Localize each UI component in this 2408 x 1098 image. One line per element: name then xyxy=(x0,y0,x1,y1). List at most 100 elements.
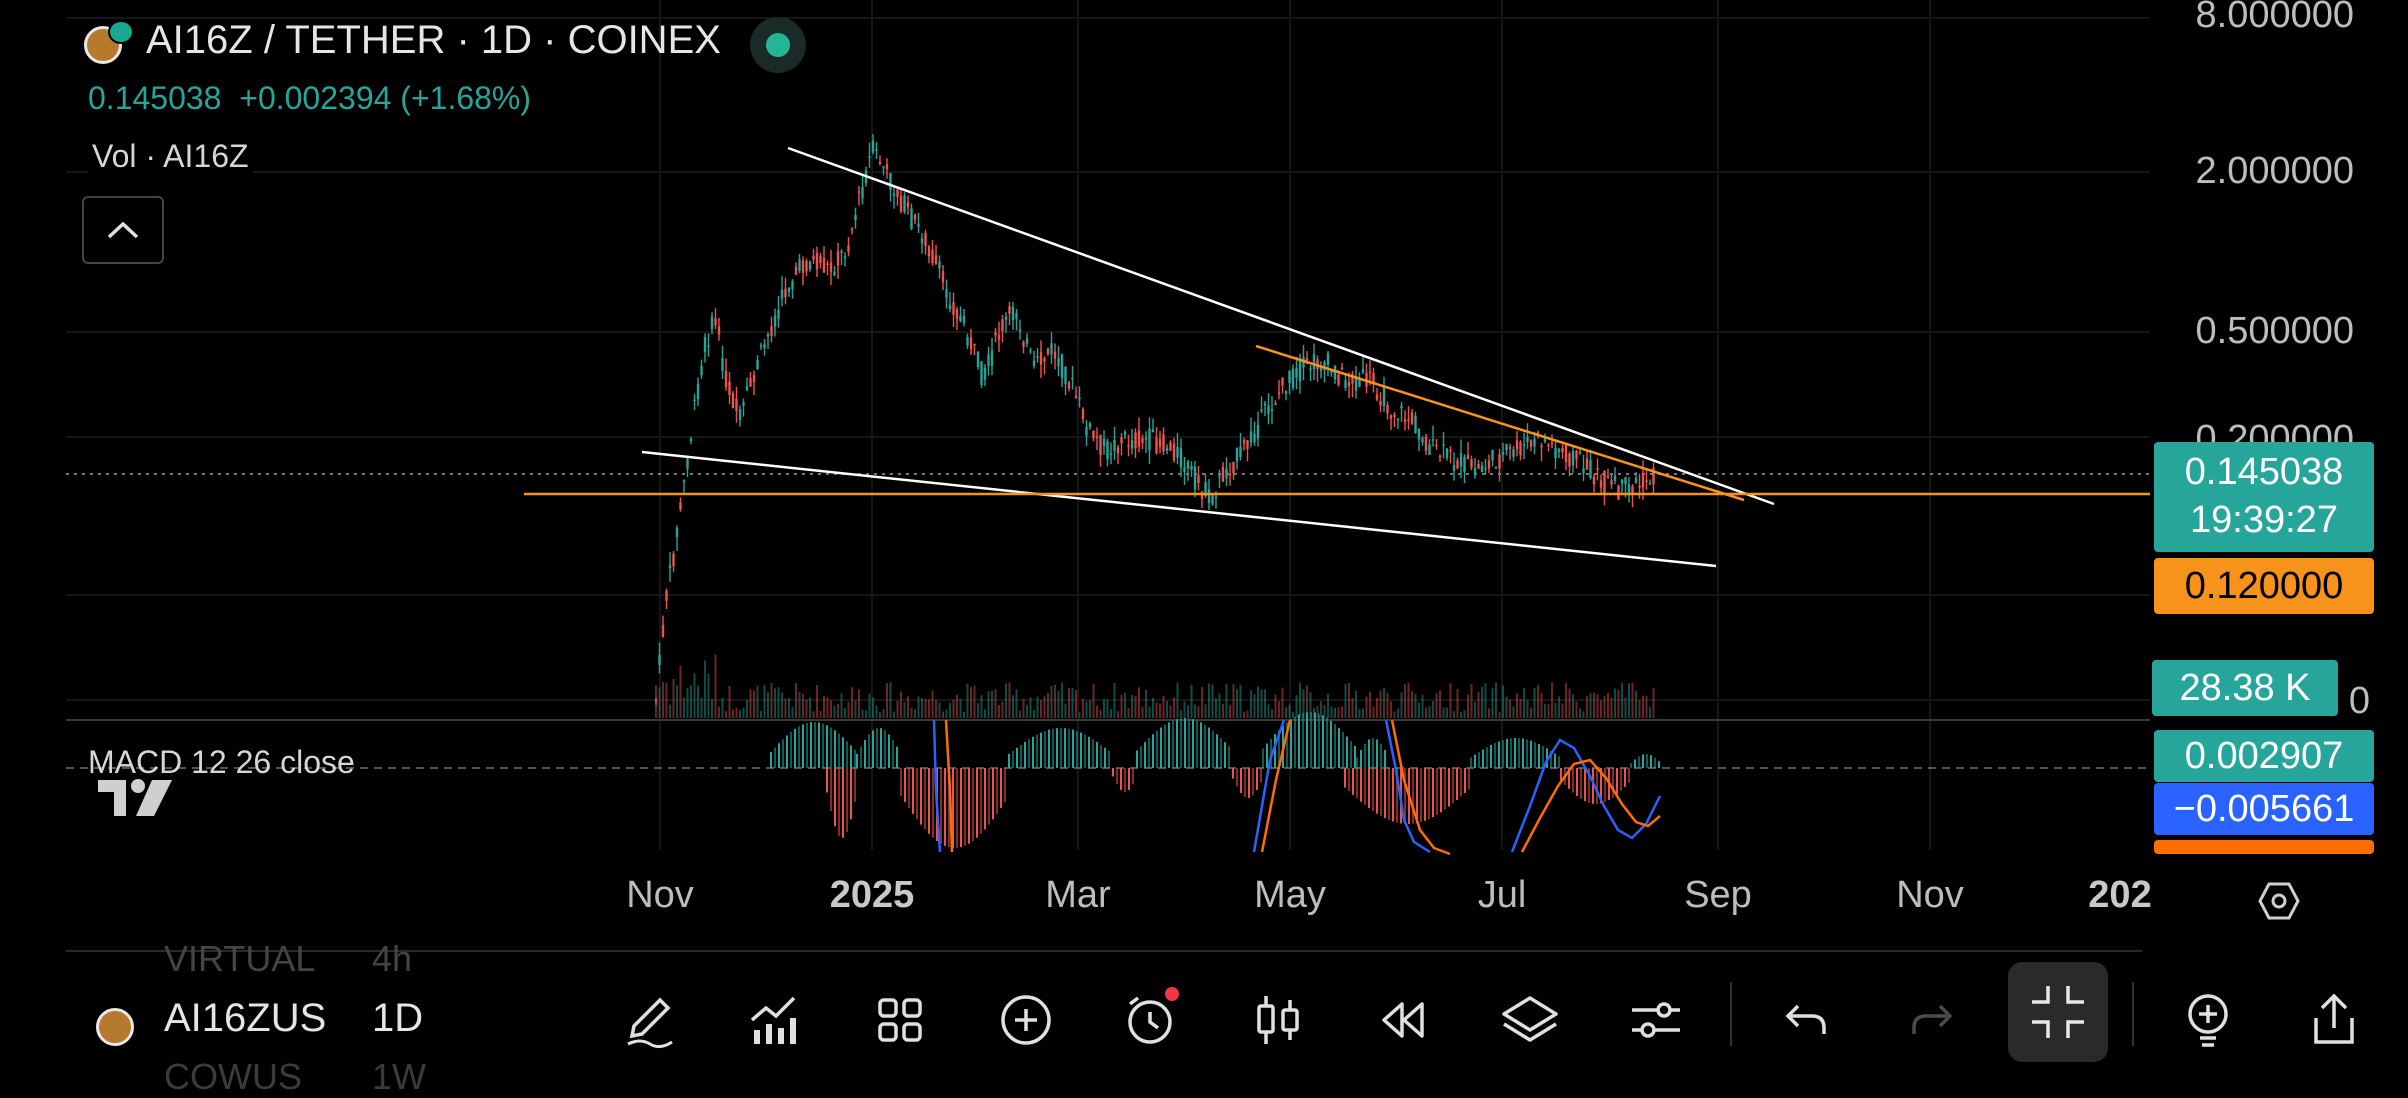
watchlist-symbol-ghost[interactable]: COWUS xyxy=(164,1056,302,1097)
candle-body xyxy=(1270,409,1274,411)
macd-histogram-bar xyxy=(1172,720,1174,768)
volume-bar xyxy=(1393,711,1396,718)
candle-body xyxy=(1438,455,1442,458)
candle-body xyxy=(1585,458,1589,470)
candle-body xyxy=(1606,475,1610,478)
candle-body xyxy=(1095,436,1099,439)
volume-bar xyxy=(1575,701,1578,718)
volume-bar xyxy=(1050,685,1053,718)
macd-histogram-bar xyxy=(1638,756,1640,768)
toolbar-separator xyxy=(1730,982,1732,1046)
candle-body xyxy=(1610,480,1613,485)
macd-histogram-bar xyxy=(1252,768,1254,796)
volume-bar xyxy=(1372,706,1375,718)
candle-body xyxy=(791,281,794,290)
volume-bar xyxy=(1036,696,1039,718)
macd-histogram-bar xyxy=(1604,768,1606,803)
volume-bar xyxy=(868,693,871,718)
macd-histogram-bar xyxy=(1490,744,1492,768)
macd-histogram-bar xyxy=(1542,746,1544,768)
candle-body xyxy=(843,256,847,259)
macd-histogram-bar xyxy=(1064,728,1066,768)
candle-body xyxy=(1326,353,1330,365)
macd-histogram-bar xyxy=(1650,755,1652,768)
volume-legend[interactable]: Vol · AI16Z xyxy=(88,136,253,177)
volume-bar xyxy=(956,694,958,718)
add-button[interactable] xyxy=(988,982,1064,1058)
volume-bar xyxy=(1596,694,1599,718)
volume-bar xyxy=(1271,709,1273,718)
volume-bar xyxy=(669,704,671,718)
volume-bar xyxy=(987,691,990,718)
undo-button[interactable] xyxy=(1768,982,1844,1058)
watchlist-symbol-ghost[interactable]: VIRTUAL xyxy=(164,938,316,979)
macd-histogram-bar xyxy=(1350,741,1352,768)
macd-histogram-bar xyxy=(850,745,852,768)
candle-body xyxy=(717,326,721,335)
volume-bar xyxy=(1218,693,1221,718)
candle-body xyxy=(805,260,808,272)
interval-selector[interactable]: 1D xyxy=(372,996,424,1040)
volume-bar xyxy=(732,709,734,718)
price-chart[interactable] xyxy=(0,0,2150,860)
macd-histogram-bar xyxy=(1634,759,1636,768)
volume-bar xyxy=(1593,692,1595,718)
exit-fullscreen-button[interactable] xyxy=(2008,962,2108,1062)
volume-bar xyxy=(1526,700,1529,718)
volume-bar xyxy=(662,682,664,718)
volume-bar xyxy=(844,708,846,718)
symbol-title[interactable]: AI16Z / TETHER · 1D · COINEX xyxy=(146,18,721,62)
drawing-tools-button[interactable] xyxy=(612,982,688,1058)
macd-histogram-bar xyxy=(1164,724,1166,768)
candle-body xyxy=(1151,429,1155,433)
macd-histogram-bar xyxy=(1482,749,1484,768)
macd-histogram-bar xyxy=(1310,712,1312,768)
volume-bar xyxy=(1649,707,1651,718)
candle-body xyxy=(836,251,840,266)
settings-button[interactable] xyxy=(1618,982,1694,1058)
plus-circle-icon xyxy=(1001,995,1051,1045)
volume-bar xyxy=(1173,697,1175,718)
collapse-legend-button[interactable] xyxy=(82,196,164,264)
volume-bar xyxy=(1155,702,1158,718)
volume-bar xyxy=(672,678,675,718)
volume-bar xyxy=(1096,705,1098,718)
share-button[interactable] xyxy=(2296,982,2372,1058)
candle-body xyxy=(861,186,864,199)
time-axis-label: May xyxy=(1254,874,1326,916)
candle-body xyxy=(833,271,836,276)
macd-histogram-bar xyxy=(1388,768,1390,820)
volume-bar xyxy=(1638,699,1641,718)
volume-bar xyxy=(1215,698,1217,718)
alerts-button[interactable] xyxy=(1114,982,1190,1058)
candle-body xyxy=(1029,349,1032,352)
candle-body xyxy=(1242,439,1246,444)
chart-type-button[interactable] xyxy=(1240,982,1316,1058)
volume-bar xyxy=(1502,685,1504,718)
object-tree-button[interactable] xyxy=(1492,982,1568,1058)
scale-settings-icon[interactable] xyxy=(2258,880,2300,922)
redo-button[interactable] xyxy=(1894,982,1970,1058)
macd-line xyxy=(932,719,942,853)
volume-bar xyxy=(707,673,710,718)
macd-histogram-bar xyxy=(810,722,812,768)
volume-bar xyxy=(714,654,717,718)
symbol-selector[interactable]: AI16ZUS xyxy=(164,996,327,1040)
macd-histogram-bar xyxy=(1642,754,1644,768)
volume-bar xyxy=(1512,706,1515,718)
indicators-button[interactable] xyxy=(736,982,812,1058)
replay-button[interactable] xyxy=(1366,982,1442,1058)
macd-histogram-bar xyxy=(1228,746,1230,768)
candle-body xyxy=(1011,306,1015,320)
candle-body xyxy=(913,215,917,220)
macd-histogram-bar xyxy=(952,768,954,848)
candle-body xyxy=(787,287,791,292)
layouts-button[interactable] xyxy=(862,982,938,1058)
macd-histogram-bar xyxy=(864,739,866,768)
candle-body xyxy=(850,228,854,231)
volume-bar xyxy=(917,696,920,718)
macd-histogram-bar xyxy=(1262,748,1264,768)
time-axis-label: Nov xyxy=(626,874,694,916)
publish-idea-button[interactable] xyxy=(2170,982,2246,1058)
macd-legend[interactable]: MACD 12 26 close xyxy=(88,744,355,780)
